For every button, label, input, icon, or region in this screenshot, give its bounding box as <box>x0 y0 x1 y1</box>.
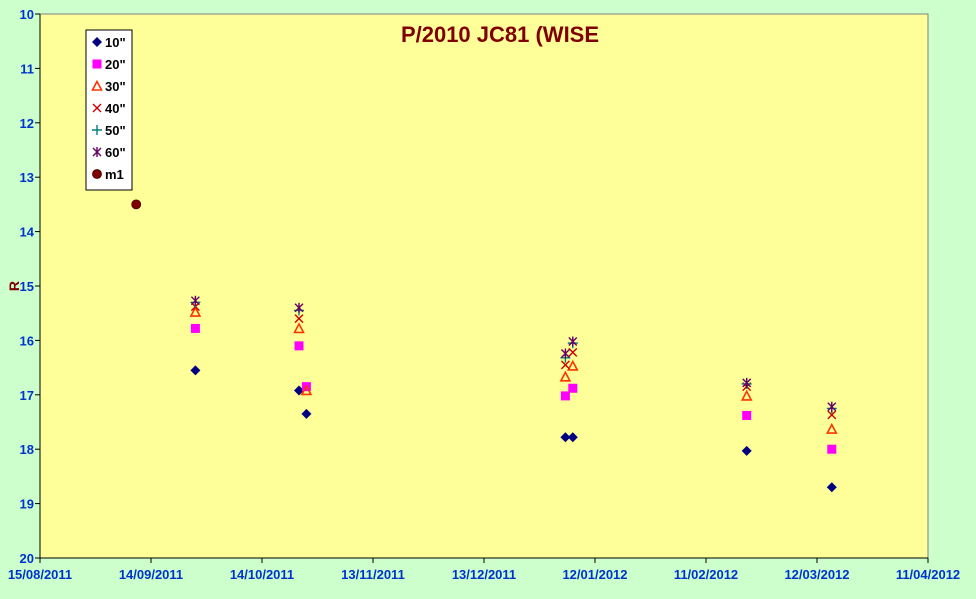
data-point <box>560 360 570 370</box>
legend-entry: 50" <box>105 123 126 138</box>
data-point <box>560 432 571 443</box>
data-point <box>740 389 753 401</box>
legend-entry: 10" <box>105 35 126 50</box>
x-tick-label: 12/01/2012 <box>562 567 627 582</box>
data-point <box>189 305 202 317</box>
legend-box <box>85 29 133 191</box>
legend-marker <box>92 59 102 69</box>
plot-area <box>39 13 929 559</box>
x-tick-label: 11/04/2012 <box>896 567 960 582</box>
legend-entry: 30" <box>105 79 126 94</box>
x-tick-label: 11/02/2012 <box>674 567 738 582</box>
legend-marker <box>92 147 102 157</box>
series-6 <box>131 199 142 210</box>
data-point <box>301 408 312 419</box>
legend-marker <box>92 125 102 135</box>
y-tick-label: 14 <box>20 225 35 240</box>
data-point <box>294 314 304 324</box>
x-tick-label: 14/10/2011 <box>230 567 294 582</box>
y-tick-label: 20 <box>20 551 34 566</box>
data-point <box>190 295 200 306</box>
data-point <box>826 482 837 493</box>
legend-entry: 60" <box>105 145 126 160</box>
legend-marker <box>91 79 103 91</box>
data-point <box>566 359 579 371</box>
data-point <box>568 383 578 393</box>
y-tick-label: 18 <box>20 442 34 457</box>
data-point <box>825 422 838 434</box>
data-point <box>294 302 304 313</box>
x-tick-label: 14/09/2011 <box>119 567 183 582</box>
data-point <box>567 432 578 443</box>
data-point <box>190 323 200 333</box>
legend-marker <box>92 37 102 47</box>
data-marks <box>131 199 838 493</box>
y-tick-label: 11 <box>20 61 34 76</box>
series-2 <box>189 305 838 434</box>
data-point <box>131 199 142 210</box>
y-tick-label: 13 <box>20 170 34 185</box>
data-point <box>560 348 570 359</box>
data-point <box>741 445 752 456</box>
data-point <box>568 336 578 347</box>
data-point <box>742 410 752 420</box>
x-tick-label: 15/08/2011 <box>8 567 72 582</box>
y-tick-label: 12 <box>20 116 34 131</box>
y-tick-label: 10 <box>20 7 34 22</box>
data-point <box>559 370 572 382</box>
x-tick-label: 13/11/2011 <box>341 567 405 582</box>
y-tick-label: 15 <box>20 279 34 294</box>
data-point <box>294 385 304 396</box>
legend: 10" 20" 30" 40" 50" 60" m1 <box>85 29 133 191</box>
legend-marker <box>92 169 102 179</box>
data-point <box>827 401 837 412</box>
legend-entry: 40" <box>105 101 126 116</box>
legend-entry: m1 <box>105 167 124 182</box>
y-tick-label: 17 <box>20 388 34 403</box>
data-point <box>827 410 837 420</box>
y-tick-label: 16 <box>20 333 34 348</box>
data-point <box>827 444 837 454</box>
data-point <box>300 384 313 396</box>
y-tick-label: 19 <box>20 497 34 512</box>
chart-title: P/2010 JC81 (WISE <box>401 22 599 47</box>
x-tick-label: 12/03/2012 <box>784 567 849 582</box>
data-point <box>190 365 201 376</box>
data-point <box>294 341 304 351</box>
y-axis-label: R <box>6 281 22 291</box>
data-point <box>560 391 570 401</box>
data-point <box>568 347 578 357</box>
series-5 <box>190 295 837 412</box>
data-point <box>293 322 305 334</box>
legend-marker <box>92 103 102 113</box>
series-0 <box>190 365 837 493</box>
data-point <box>742 377 752 388</box>
x-tick-label: 13/12/2011 <box>452 567 516 582</box>
legend-entry: 20" <box>105 57 126 72</box>
